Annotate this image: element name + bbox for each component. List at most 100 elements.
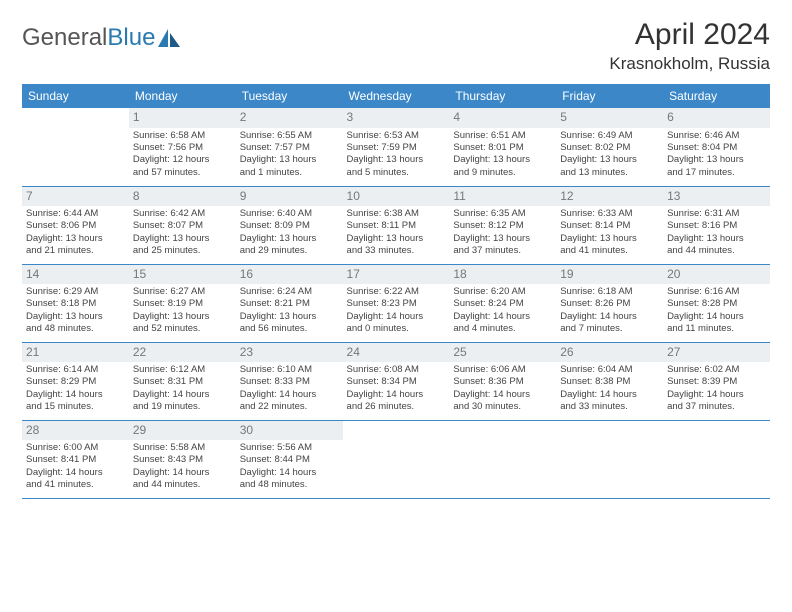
calendar-day-cell: 9Sunrise: 6:40 AMSunset: 8:09 PMDaylight… [236, 186, 343, 264]
sunset-text: Sunset: 8:09 PM [240, 220, 339, 232]
sunset-text: Sunset: 8:28 PM [667, 298, 766, 310]
calendar-day-cell: 21Sunrise: 6:14 AMSunset: 8:29 PMDayligh… [22, 342, 129, 420]
sunset-text: Sunset: 8:26 PM [560, 298, 659, 310]
title-block: April 2024 Krasnokholm, Russia [609, 18, 770, 74]
daylight-text: Daylight: 12 hours [133, 154, 232, 166]
daylight-text: and 57 minutes. [133, 167, 232, 179]
daylight-text: and 15 minutes. [26, 401, 125, 413]
weekday-header: Wednesday [343, 84, 450, 108]
calendar-day-cell: 2Sunrise: 6:55 AMSunset: 7:57 PMDaylight… [236, 108, 343, 186]
calendar-day-cell: 27Sunrise: 6:02 AMSunset: 8:39 PMDayligh… [663, 342, 770, 420]
daylight-text: and 41 minutes. [560, 245, 659, 257]
sunset-text: Sunset: 7:56 PM [133, 142, 232, 154]
day-number: 8 [129, 187, 236, 207]
daylight-text: and 41 minutes. [26, 479, 125, 491]
calendar-day-cell [663, 420, 770, 498]
calendar-day-cell: 25Sunrise: 6:06 AMSunset: 8:36 PMDayligh… [449, 342, 556, 420]
sunset-text: Sunset: 8:44 PM [240, 454, 339, 466]
day-number: 22 [129, 343, 236, 363]
day-number: 26 [556, 343, 663, 363]
logo-text: GeneralBlue [22, 24, 155, 52]
day-number: 20 [663, 265, 770, 285]
daylight-text: Daylight: 13 hours [347, 233, 446, 245]
calendar-day-cell: 17Sunrise: 6:22 AMSunset: 8:23 PMDayligh… [343, 264, 450, 342]
day-number: 16 [236, 265, 343, 285]
sunrise-text: Sunrise: 6:40 AM [240, 208, 339, 220]
day-number: 14 [22, 265, 129, 285]
daylight-text: and 4 minutes. [453, 323, 552, 335]
sunset-text: Sunset: 8:31 PM [133, 376, 232, 388]
daylight-text: Daylight: 14 hours [667, 311, 766, 323]
calendar-day-cell [343, 420, 450, 498]
daylight-text: Daylight: 14 hours [26, 389, 125, 401]
day-number: 24 [343, 343, 450, 363]
daylight-text: and 29 minutes. [240, 245, 339, 257]
sunset-text: Sunset: 8:24 PM [453, 298, 552, 310]
calendar-day-cell: 12Sunrise: 6:33 AMSunset: 8:14 PMDayligh… [556, 186, 663, 264]
calendar-day-cell [449, 420, 556, 498]
calendar-day-cell: 15Sunrise: 6:27 AMSunset: 8:19 PMDayligh… [129, 264, 236, 342]
logo: GeneralBlue [22, 24, 180, 52]
sunrise-text: Sunrise: 6:44 AM [26, 208, 125, 220]
daylight-text: Daylight: 13 hours [240, 311, 339, 323]
sail-icon [158, 29, 180, 47]
day-number: 2 [236, 108, 343, 128]
calendar-table: SundayMondayTuesdayWednesdayThursdayFrid… [22, 84, 770, 499]
day-number: 3 [343, 108, 450, 128]
day-number: 18 [449, 265, 556, 285]
calendar-day-cell: 30Sunrise: 5:56 AMSunset: 8:44 PMDayligh… [236, 420, 343, 498]
daylight-text: and 37 minutes. [667, 401, 766, 413]
sunrise-text: Sunrise: 6:14 AM [26, 364, 125, 376]
day-number: 12 [556, 187, 663, 207]
day-number: 5 [556, 108, 663, 128]
sunset-text: Sunset: 8:11 PM [347, 220, 446, 232]
sunrise-text: Sunrise: 6:18 AM [560, 286, 659, 298]
daylight-text: and 44 minutes. [133, 479, 232, 491]
sunset-text: Sunset: 8:01 PM [453, 142, 552, 154]
sunset-text: Sunset: 8:38 PM [560, 376, 659, 388]
calendar-day-cell: 1Sunrise: 6:58 AMSunset: 7:56 PMDaylight… [129, 108, 236, 186]
sunset-text: Sunset: 7:59 PM [347, 142, 446, 154]
daylight-text: Daylight: 13 hours [453, 154, 552, 166]
sunrise-text: Sunrise: 5:56 AM [240, 442, 339, 454]
sunrise-text: Sunrise: 6:04 AM [560, 364, 659, 376]
daylight-text: Daylight: 13 hours [240, 233, 339, 245]
calendar-header-row: SundayMondayTuesdayWednesdayThursdayFrid… [22, 84, 770, 108]
day-number: 17 [343, 265, 450, 285]
calendar-week-row: 21Sunrise: 6:14 AMSunset: 8:29 PMDayligh… [22, 342, 770, 420]
day-number: 27 [663, 343, 770, 363]
logo-text-1: General [22, 24, 107, 51]
daylight-text: Daylight: 13 hours [453, 233, 552, 245]
daylight-text: Daylight: 14 hours [453, 389, 552, 401]
calendar-day-cell: 22Sunrise: 6:12 AMSunset: 8:31 PMDayligh… [129, 342, 236, 420]
daylight-text: and 21 minutes. [26, 245, 125, 257]
day-number: 4 [449, 108, 556, 128]
calendar-day-cell: 29Sunrise: 5:58 AMSunset: 8:43 PMDayligh… [129, 420, 236, 498]
calendar-day-cell: 10Sunrise: 6:38 AMSunset: 8:11 PMDayligh… [343, 186, 450, 264]
calendar-day-cell: 6Sunrise: 6:46 AMSunset: 8:04 PMDaylight… [663, 108, 770, 186]
daylight-text: and 37 minutes. [453, 245, 552, 257]
weekday-header: Thursday [449, 84, 556, 108]
day-number: 9 [236, 187, 343, 207]
calendar-body: 1Sunrise: 6:58 AMSunset: 7:56 PMDaylight… [22, 108, 770, 498]
weekday-header: Tuesday [236, 84, 343, 108]
sunset-text: Sunset: 8:34 PM [347, 376, 446, 388]
day-number: 30 [236, 421, 343, 441]
day-number: 13 [663, 187, 770, 207]
calendar-day-cell: 13Sunrise: 6:31 AMSunset: 8:16 PMDayligh… [663, 186, 770, 264]
day-number: 6 [663, 108, 770, 128]
header: GeneralBlue April 2024 Krasnokholm, Russ… [22, 18, 770, 74]
daylight-text: Daylight: 14 hours [347, 389, 446, 401]
sunset-text: Sunset: 8:29 PM [26, 376, 125, 388]
sunset-text: Sunset: 8:06 PM [26, 220, 125, 232]
daylight-text: Daylight: 13 hours [667, 154, 766, 166]
calendar-day-cell: 28Sunrise: 6:00 AMSunset: 8:41 PMDayligh… [22, 420, 129, 498]
daylight-text: and 5 minutes. [347, 167, 446, 179]
daylight-text: and 33 minutes. [347, 245, 446, 257]
daylight-text: Daylight: 13 hours [667, 233, 766, 245]
daylight-text: and 22 minutes. [240, 401, 339, 413]
daylight-text: and 11 minutes. [667, 323, 766, 335]
daylight-text: Daylight: 14 hours [133, 467, 232, 479]
sunset-text: Sunset: 8:04 PM [667, 142, 766, 154]
daylight-text: and 13 minutes. [560, 167, 659, 179]
